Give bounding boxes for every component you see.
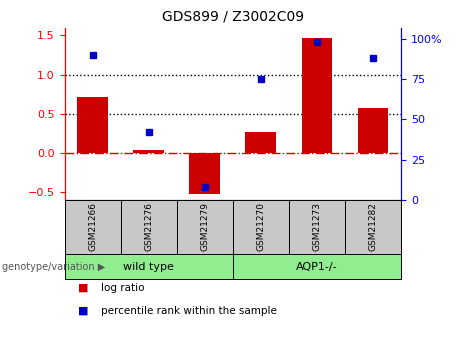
Bar — [77, 97, 108, 153]
Text: wild type: wild type — [123, 262, 174, 272]
Bar — [189, 153, 220, 194]
Text: log ratio: log ratio — [101, 283, 145, 293]
Bar — [358, 108, 389, 153]
Text: GSM21279: GSM21279 — [200, 202, 209, 252]
Text: ■: ■ — [78, 306, 88, 315]
Text: GSM21282: GSM21282 — [368, 203, 378, 251]
Text: GSM21276: GSM21276 — [144, 202, 153, 252]
Text: GSM21270: GSM21270 — [256, 202, 266, 252]
Text: ■: ■ — [78, 283, 88, 293]
Text: GSM21273: GSM21273 — [313, 202, 321, 252]
Text: percentile rank within the sample: percentile rank within the sample — [101, 306, 278, 315]
Bar — [133, 150, 164, 153]
Text: genotype/variation ▶: genotype/variation ▶ — [2, 262, 106, 272]
Bar — [245, 132, 276, 153]
Title: GDS899 / Z3002C09: GDS899 / Z3002C09 — [162, 10, 304, 24]
Text: AQP1-/-: AQP1-/- — [296, 262, 338, 272]
Text: GSM21266: GSM21266 — [88, 202, 97, 252]
Bar — [301, 38, 332, 153]
